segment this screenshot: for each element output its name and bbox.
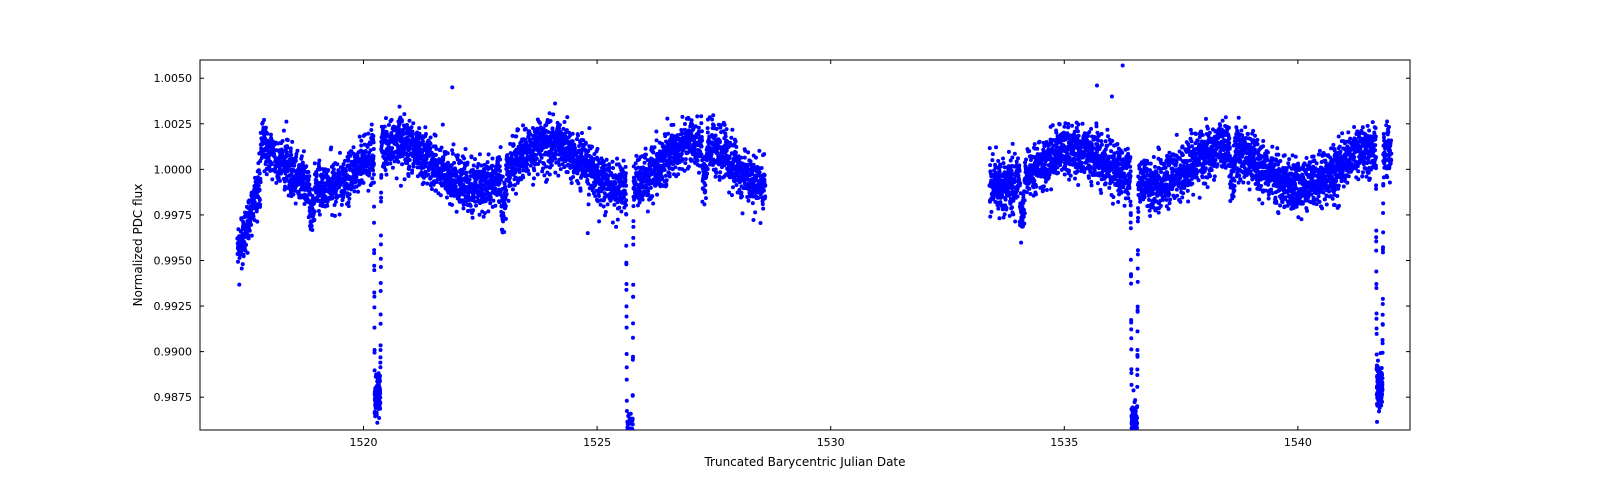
x-tick-label: 1535 xyxy=(1050,436,1078,449)
outlier-point xyxy=(1121,63,1125,67)
x-tick-label: 1525 xyxy=(583,436,611,449)
chart-container: 1520 1525 1530 1535 1540 0.9875 0.9900 0.9925 0.… xyxy=(0,0,1600,500)
x-tick-label: 1540 xyxy=(1284,436,1312,449)
lightcurve-chart: 1520 1525 1530 1535 1540 0.9875 0.9900 0.9925 0.… xyxy=(0,0,1600,500)
y-tick-label: 1.0050 xyxy=(154,72,193,85)
outlier-point xyxy=(450,85,454,89)
y-tick-label: 0.9875 xyxy=(154,391,193,404)
outlier-point xyxy=(1110,94,1114,98)
y-tick-label: 0.9975 xyxy=(154,209,193,222)
y-tick-label: 0.9925 xyxy=(154,300,193,313)
x-tick-label: 1530 xyxy=(817,436,845,449)
y-tick-label: 1.0000 xyxy=(154,163,193,176)
y-axis-label: Normalized PDC flux xyxy=(131,184,145,307)
x-tick-label: 1520 xyxy=(350,436,378,449)
outlier-point xyxy=(1095,84,1099,88)
y-tick-label: 0.9950 xyxy=(154,254,193,267)
x-axis-label: Truncated Barycentric Julian Date xyxy=(703,455,905,469)
outlier-point xyxy=(586,231,590,235)
y-tick-label: 1.0025 xyxy=(154,118,193,131)
y-tick-label: 0.9900 xyxy=(154,346,193,359)
